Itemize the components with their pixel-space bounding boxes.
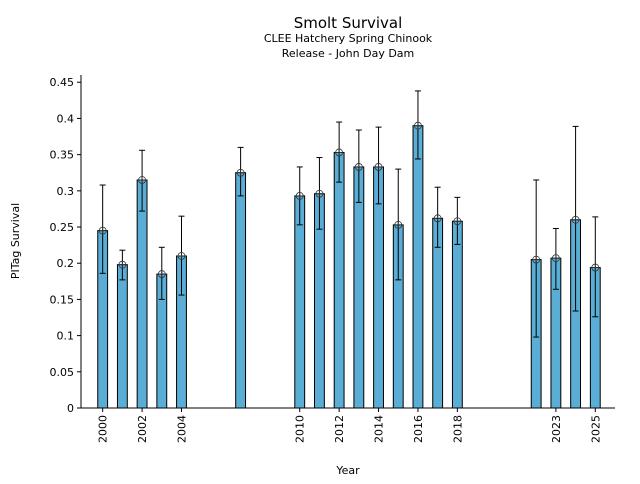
y-tick-label: 0.45: [50, 76, 75, 89]
y-axis-label: PITag Survival: [9, 203, 22, 279]
marker-2017: [433, 214, 442, 223]
marker-2007: [236, 168, 245, 177]
x-tick-label: 2012: [333, 415, 346, 443]
x-tick-label: 2004: [175, 415, 188, 443]
marker-2013: [354, 163, 363, 171]
marker-2018: [453, 217, 462, 226]
marker-2016: [414, 121, 422, 130]
marker-2022: [532, 255, 541, 264]
y-tick-label: 0.1: [57, 330, 75, 343]
bar-2007: [235, 172, 247, 409]
x-tick-label: 2023: [550, 415, 563, 443]
x-tick-label: 2014: [373, 415, 386, 443]
y-tick-label: 0.3: [57, 185, 75, 198]
marker-2000: [98, 226, 107, 235]
bar-2002: [136, 179, 148, 409]
x-tick-label: 2018: [451, 415, 464, 443]
y-tick-label: 0.2: [57, 257, 75, 270]
marker-2001: [118, 260, 127, 269]
chart-title: Smolt Survival: [294, 14, 403, 32]
bar-2012: [333, 151, 345, 409]
bar-2010: [294, 195, 306, 409]
bar-2018: [451, 220, 463, 409]
marker-2024: [571, 215, 580, 224]
marker-2023: [551, 254, 560, 263]
x-tick-label: 2000: [97, 415, 110, 443]
x-tick-label: 2025: [589, 415, 602, 443]
marker-2002: [138, 176, 146, 184]
y-tick-label: 0.35: [50, 149, 75, 162]
bar-2001: [116, 264, 128, 409]
marker-2004: [177, 252, 186, 260]
marker-2010: [295, 191, 304, 200]
x-axis-label: Year: [335, 464, 360, 477]
x-tick-label: 2002: [136, 415, 149, 443]
y-tick-label: 0.25: [50, 221, 75, 234]
marker-2012: [335, 148, 344, 157]
marker-2003: [157, 270, 166, 278]
marker-2025: [591, 263, 600, 272]
chart-subtitle-line-2: Release - John Day Dam: [282, 47, 415, 60]
bar-2013: [353, 166, 365, 409]
bar-2016: [412, 125, 424, 409]
marker-2011: [315, 189, 324, 198]
y-tick-label: 0.4: [57, 112, 75, 125]
marker-2015: [394, 220, 403, 229]
y-tick-label: 0.15: [50, 293, 75, 306]
marker-2014: [374, 163, 383, 171]
chart-subtitle-line-1: CLEE Hatchery Spring Chinook: [264, 32, 433, 45]
y-tick-label: 0.05: [50, 366, 75, 379]
y-tick-label: 0: [67, 402, 74, 415]
x-tick-label: 2016: [412, 415, 425, 443]
x-tick-label: 2010: [294, 415, 307, 443]
